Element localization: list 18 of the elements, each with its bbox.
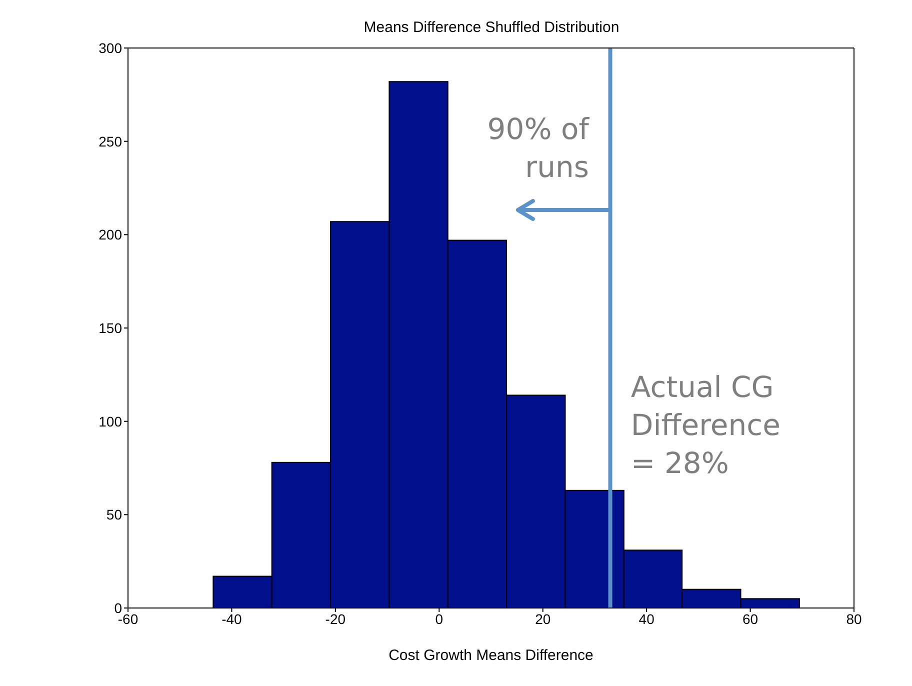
y-tick-label: 250 bbox=[98, 133, 122, 150]
x-tick-label: 60 bbox=[742, 610, 758, 627]
x-tick-label: 20 bbox=[535, 610, 551, 627]
annotation: Actual CG Difference = 28% bbox=[630, 369, 782, 482]
y-tick-label: 200 bbox=[98, 226, 122, 243]
chart-title: Means Difference Shuffled Distribution bbox=[362, 19, 620, 36]
x-axis-title: Cost Growth Means Difference bbox=[388, 647, 594, 664]
x-tick-label: -20 bbox=[325, 610, 346, 627]
x-tick-label: -40 bbox=[222, 610, 242, 627]
y-tick-label: 300 bbox=[98, 40, 122, 56]
x-tick-label: 0 bbox=[435, 610, 444, 627]
x-tick-label: 80 bbox=[846, 610, 862, 627]
y-tick-label: 100 bbox=[98, 413, 122, 430]
y-tick-label: 150 bbox=[98, 320, 122, 336]
x-tick-label: 40 bbox=[638, 610, 655, 627]
y-tick-label: 50 bbox=[106, 506, 122, 523]
annotation: 90% of runs bbox=[486, 111, 589, 186]
y-tick-label: 0 bbox=[114, 600, 122, 616]
